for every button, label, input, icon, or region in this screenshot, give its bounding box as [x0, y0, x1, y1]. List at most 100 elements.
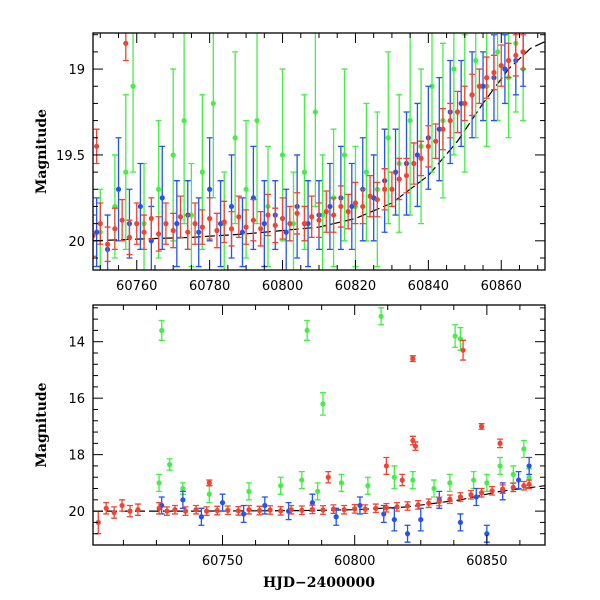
top-data-point — [473, 57, 479, 64]
top-data-point — [188, 212, 195, 218]
top-data-point — [396, 176, 402, 182]
bottom-data-point — [299, 507, 305, 513]
bottom-data-point — [415, 502, 421, 508]
bottom-y-tick-label: 16 — [68, 392, 85, 407]
top-data-point — [495, 49, 501, 55]
bottom-data-point — [304, 327, 310, 334]
top-data-point — [163, 221, 169, 227]
top-data-point — [177, 214, 184, 220]
bottom-data-point — [452, 333, 458, 339]
top-data-point — [250, 217, 256, 223]
bottom-data-point — [103, 505, 109, 511]
top-data-point — [185, 229, 191, 235]
top-data-point — [126, 234, 133, 240]
top-data-point — [407, 117, 413, 124]
bottom-data-point — [426, 500, 432, 506]
top-y-axis-label: Magnitude — [34, 109, 50, 194]
bottom-frame — [92, 304, 546, 546]
top-data-point — [338, 203, 344, 210]
top-data-point — [261, 221, 267, 227]
bottom-y-tick-label: 20 — [68, 505, 85, 520]
bottom-data-point — [309, 506, 315, 513]
top-data-point — [345, 209, 351, 215]
bottom-data-point — [460, 347, 466, 353]
top-data-point — [232, 135, 238, 141]
bottom-data-point — [246, 507, 252, 513]
top-data-point — [327, 203, 333, 210]
bottom-data-point — [278, 483, 284, 489]
top-y-tick-label: 19.5 — [56, 149, 85, 164]
top-panel: 60760 60780 60800 60820 60840 60860 19 19.5 20 Ma… — [34, 32, 546, 294]
bottom-data-point — [288, 507, 294, 513]
top-data-point — [119, 217, 125, 223]
top-y-tick-label: 20 — [68, 235, 85, 250]
top-data-point — [207, 215, 213, 222]
bottom-data-point — [381, 511, 387, 517]
top-data-point — [418, 155, 424, 161]
bottom-data-point — [167, 461, 173, 468]
bottom-data-point — [164, 508, 170, 514]
bottom-data-point — [447, 496, 453, 502]
bottom-series-2 — [95, 339, 533, 535]
top-data-point — [254, 117, 260, 124]
top-x-tick-label: 60840 — [408, 279, 449, 294]
top-data-point — [320, 212, 326, 218]
bottom-data-point — [478, 490, 485, 496]
top-data-point — [97, 221, 103, 227]
bottom-data-point — [515, 477, 522, 483]
top-data-point — [392, 169, 399, 175]
top-data-point — [458, 100, 464, 107]
bottom-data-point — [180, 485, 186, 492]
top-data-point — [130, 83, 136, 89]
top-data-point — [305, 221, 311, 227]
bottom-data-point — [341, 507, 347, 513]
top-data-point — [389, 186, 395, 192]
top-x-tick-label: 60760 — [116, 279, 157, 294]
bottom-data-point — [352, 506, 358, 512]
top-data-point — [352, 200, 359, 206]
bottom-data-point — [497, 463, 503, 469]
bottom-x-tick-label: 60850 — [466, 554, 507, 569]
top-data-point — [207, 186, 213, 192]
top-data-point — [349, 203, 355, 210]
bottom-y-axis-label: Magnitude — [34, 382, 50, 467]
top-data-point — [221, 219, 227, 225]
top-data-point — [279, 215, 286, 222]
top-data-point — [491, 69, 497, 76]
bottom-data-point — [193, 507, 199, 513]
bottom-data-point — [436, 498, 442, 505]
bottom-data-point — [510, 471, 516, 478]
top-data-point — [104, 241, 111, 247]
bottom-data-point — [338, 480, 345, 486]
top-data-point — [301, 169, 308, 175]
top-data-point — [436, 126, 442, 132]
top-data-point — [236, 214, 242, 220]
top-data-point — [123, 40, 129, 46]
bottom-data-point — [267, 507, 273, 513]
top-x-tick-label: 60800 — [262, 279, 303, 294]
top-data-point — [363, 169, 369, 175]
bottom-data-point — [489, 488, 495, 494]
top-data-point — [137, 203, 143, 210]
top-data-point — [360, 203, 366, 210]
bottom-data-point — [404, 503, 411, 509]
top-data-point — [239, 229, 246, 235]
top-data-point — [156, 231, 162, 237]
top-y-tick-label: 19 — [68, 63, 85, 78]
top-data-point — [294, 210, 300, 216]
top-series-2 — [93, 33, 527, 263]
bottom-data-point — [404, 531, 411, 537]
bottom-panel: 60750 60800 60850 14 16 18 20 Magnitude HJD−2400… — [34, 304, 546, 591]
bottom-data-point — [365, 483, 371, 489]
bottom-data-point — [206, 480, 212, 486]
top-data-point — [403, 172, 410, 179]
top-data-point — [141, 229, 147, 235]
top-data-point — [367, 193, 373, 199]
top-series-0 — [97, 33, 527, 270]
top-data-point — [484, 75, 490, 81]
top-data-point — [505, 57, 512, 64]
bottom-data-point — [526, 474, 532, 480]
bottom-data-point — [394, 504, 400, 510]
bottom-data-point — [182, 508, 189, 514]
